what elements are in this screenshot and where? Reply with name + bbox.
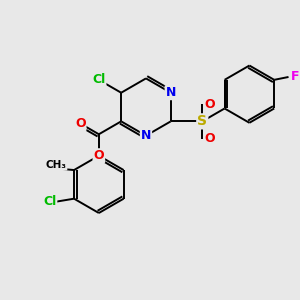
Text: O: O	[75, 117, 86, 130]
Text: Cl: Cl	[43, 195, 56, 208]
Text: F: F	[291, 70, 299, 83]
Text: Cl: Cl	[92, 73, 106, 86]
Text: S: S	[197, 114, 207, 128]
Text: CH₃: CH₃	[46, 160, 67, 170]
Text: O: O	[94, 149, 104, 162]
Text: O: O	[204, 132, 215, 145]
Text: N: N	[141, 129, 151, 142]
Text: O: O	[204, 98, 215, 111]
Text: N: N	[166, 86, 176, 99]
